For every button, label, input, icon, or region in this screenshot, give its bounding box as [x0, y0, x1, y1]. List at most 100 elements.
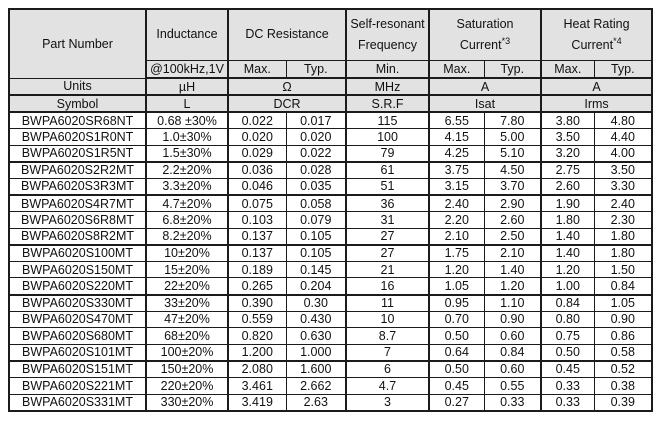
cell-irms-typ: 1.80: [593, 244, 653, 262]
cell-part-number: BWPA6020S3R3MT: [8, 177, 147, 196]
irms-max-subheader: Max.: [540, 60, 595, 79]
heat-rating-current-header: Heat Rating Current*4: [540, 8, 653, 61]
cell-dcr-typ: 1.000: [285, 343, 347, 362]
cell-inductance: 0.68 ±30%: [145, 111, 229, 130]
cell-inductance: 47±20%: [145, 310, 229, 329]
cell-isat-typ: 4.50: [483, 161, 542, 179]
cell-isat-typ: 2.10: [483, 244, 542, 262]
cell-dcr-typ: 0.022: [285, 144, 347, 163]
cell-inductance: 8.2±20%: [145, 227, 229, 246]
cell-srf: 11: [345, 294, 430, 312]
cell-irms-max: 2.75: [540, 161, 595, 179]
cell-part-number: BWPA6020S470MT: [8, 310, 147, 329]
cell-isat-typ: 2.60: [483, 211, 542, 229]
cell-dcr-max: 0.189: [227, 260, 287, 279]
table-row: BWPA6020S151MT 150±20% 2.080 1.600 6 0.5…: [8, 360, 653, 378]
cell-irms-typ: 0.38: [593, 377, 653, 395]
srf-unit: MHz: [345, 77, 430, 96]
symbol-row: Symbol L DCR S.R.F Isat Irms: [8, 94, 653, 113]
cell-isat-max: 0.70: [428, 310, 485, 329]
units-row: Units µH Ω MHz A A: [8, 77, 653, 96]
table-row: BWPA6020S221MT 220±20% 3.461 2.662 4.7 0…: [8, 377, 653, 395]
cell-part-number: BWPA6020S150MT: [8, 260, 147, 279]
cell-irms-typ: 0.90: [593, 310, 653, 329]
cell-srf: 36: [345, 194, 430, 213]
table-row: BWPA6020S100MT 10±20% 0.137 0.105 27 1.7…: [8, 244, 653, 262]
cell-part-number: BWPA6020S100MT: [8, 244, 147, 262]
cell-srf: 27: [345, 227, 430, 246]
inductance-header: Inductance: [145, 8, 229, 61]
cell-isat-max: 1.75: [428, 244, 485, 262]
srf-symbol: S.R.F: [345, 94, 430, 113]
cell-part-number: BWPA6020S8R2MT: [8, 227, 147, 246]
cell-isat-typ: 2.50: [483, 227, 542, 246]
cell-isat-typ: 5.00: [483, 128, 542, 146]
cell-part-number: BWPA6020S4R7MT: [8, 194, 147, 213]
cell-dcr-typ: 0.079: [285, 211, 347, 229]
cell-isat-typ: 1.40: [483, 260, 542, 279]
isat-symbol: Isat: [427, 94, 542, 113]
srf-header-line2: Frequency: [357, 37, 418, 52]
cell-dcr-typ: 0.630: [285, 327, 347, 345]
inductance-symbol: L: [145, 94, 229, 113]
cell-srf: 3: [345, 393, 430, 412]
cell-isat-typ: 0.55: [483, 377, 542, 395]
srf-min-subheader: Min.: [345, 60, 430, 79]
cell-dcr-typ: 0.020: [285, 128, 347, 146]
cell-isat-max: 1.05: [428, 277, 485, 296]
cell-dcr-max: 0.559: [227, 310, 287, 329]
cell-srf: 27: [345, 244, 430, 262]
cell-isat-typ: 0.84: [483, 343, 542, 362]
cell-part-number: BWPA6020S6R8MT: [8, 211, 147, 229]
cell-isat-typ: 1.20: [483, 277, 542, 296]
cell-dcr-typ: 0.058: [285, 194, 347, 213]
saturation-header-line2: Current*3: [459, 35, 511, 52]
cell-irms-typ: 4.80: [593, 111, 653, 130]
cell-part-number: BWPA6020S221MT: [8, 377, 147, 395]
cell-inductance: 3.3±20%: [145, 177, 229, 196]
cell-irms-max: 0.33: [540, 393, 595, 412]
cell-inductance: 10±20%: [145, 244, 229, 262]
cell-isat-max: 0.50: [428, 360, 485, 378]
cell-part-number: BWPA6020S151MT: [8, 360, 147, 378]
cell-dcr-typ: 0.30: [285, 294, 347, 312]
cell-irms-typ: 4.40: [593, 128, 653, 146]
cell-dcr-max: 2.080: [227, 360, 287, 378]
cell-isat-max: 6.55: [428, 111, 485, 130]
cell-srf: 16: [345, 277, 430, 296]
table-row: BWPA6020S680MT 68±20% 0.820 0.630 8.7 0.…: [8, 327, 653, 345]
cell-srf: 61: [345, 161, 430, 179]
cell-isat-typ: 3.70: [483, 177, 542, 196]
table-row: BWPA6020S470MT 47±20% 0.559 0.430 10 0.7…: [8, 310, 653, 329]
header-row-sub: @100kHz,1V Max. Typ. Min. Max. Typ. Max.…: [9, 60, 653, 79]
table-row: BWPA6020S3R3MT 3.3±20% 0.046 0.035 51 3.…: [8, 177, 653, 196]
cell-irms-max: 3.80: [540, 111, 595, 130]
cell-inductance: 2.2±20%: [145, 161, 229, 179]
cell-srf: 8.7: [345, 327, 430, 345]
units-row-label: Units: [8, 77, 147, 96]
cell-isat-typ: 0.33: [483, 393, 542, 412]
cell-irms-max: 1.20: [540, 260, 595, 279]
cell-inductance: 15±20%: [145, 260, 229, 279]
cell-isat-max: 0.45: [428, 377, 485, 395]
cell-dcr-max: 0.820: [227, 327, 287, 345]
heat-rating-footnote-marker: *4: [613, 35, 622, 46]
cell-isat-typ: 5.10: [483, 144, 542, 163]
cell-irms-typ: 1.80: [593, 227, 653, 246]
cell-irms-typ: 2.30: [593, 211, 653, 229]
irms-symbol: Irms: [540, 94, 653, 113]
cell-irms-max: 1.00: [540, 277, 595, 296]
cell-dcr-typ: 0.028: [285, 161, 347, 179]
cell-irms-typ: 1.05: [593, 294, 653, 312]
saturation-current-header: Saturation Current*3: [427, 8, 542, 61]
cell-inductance: 330±20%: [145, 393, 229, 412]
cell-dcr-typ: 0.204: [285, 277, 347, 296]
cell-dcr-max: 0.046: [227, 177, 287, 196]
saturation-header-line1: Saturation: [456, 16, 514, 31]
cell-irms-max: 1.40: [540, 244, 595, 262]
cell-isat-max: 4.25: [428, 144, 485, 163]
cell-srf: 79: [345, 144, 430, 163]
cell-part-number: BWPA6020S1R5NT: [8, 144, 147, 163]
cell-srf: 51: [345, 177, 430, 196]
cell-inductance: 33±20%: [145, 294, 229, 312]
